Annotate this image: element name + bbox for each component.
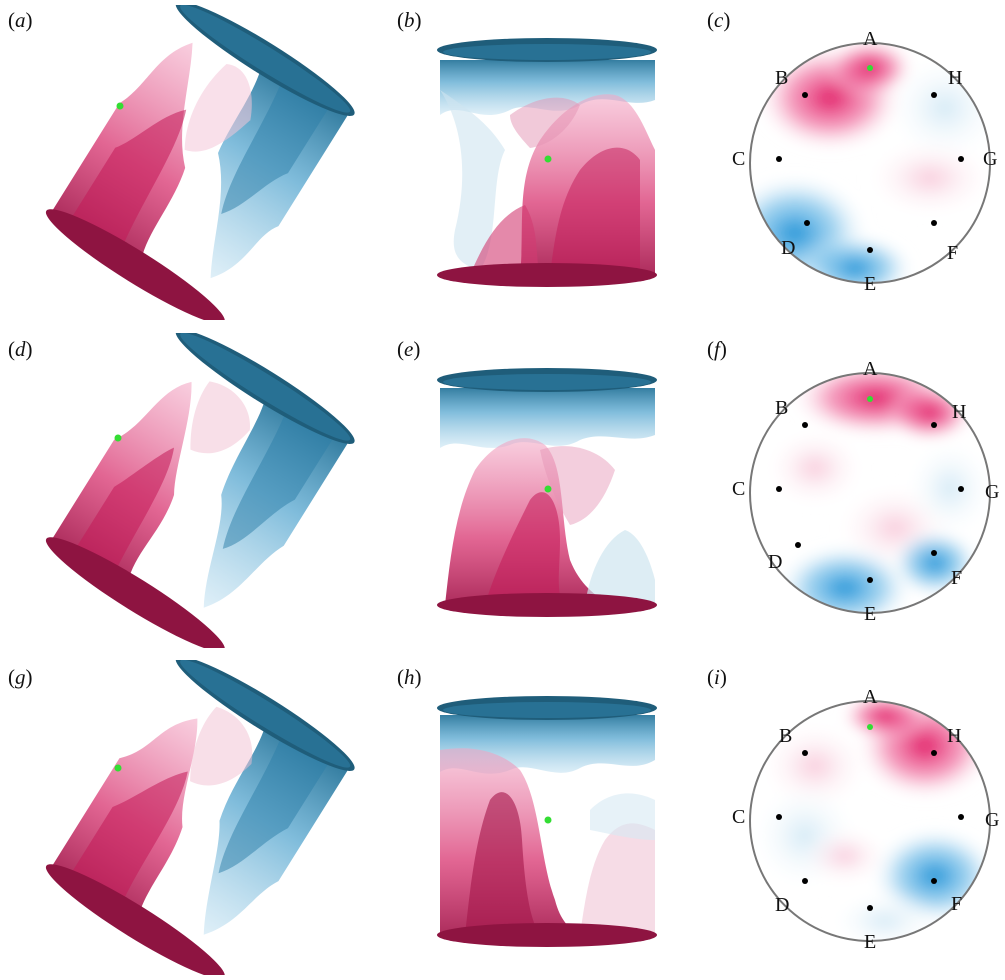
tilted-plume-render-d xyxy=(40,329,360,652)
probe-dot-c xyxy=(776,486,782,492)
panel-label-c: (c) xyxy=(707,8,731,32)
probe-dot-e xyxy=(867,247,873,253)
probe-dot-b xyxy=(802,92,808,98)
tilted-plume-render-g xyxy=(40,656,360,979)
upright-plume-render-e xyxy=(430,360,665,625)
probe-label-b: B xyxy=(779,725,792,747)
probe-label-e: E xyxy=(864,603,876,625)
probe-dot-a xyxy=(867,396,873,402)
probe-dot-d xyxy=(804,220,810,226)
probe-label-d: D xyxy=(775,894,789,916)
probe-dot-g xyxy=(958,156,964,162)
probe-dot-b xyxy=(802,750,808,756)
probe-dot-a xyxy=(867,724,873,730)
probe-dots xyxy=(776,396,964,583)
probe-dot-a xyxy=(867,65,873,71)
green-marker xyxy=(116,102,124,110)
tilted-plume-render-a xyxy=(40,1,360,324)
upright-plume-render-b xyxy=(430,30,665,295)
probe-dot-d xyxy=(802,878,808,884)
green-marker xyxy=(114,764,122,772)
probe-dot-f xyxy=(931,878,937,884)
panel-label-i: (i) xyxy=(707,665,727,689)
probe-label-c: C xyxy=(732,806,745,828)
panel-label-e: (e) xyxy=(397,337,421,361)
panel-label-g: (g) xyxy=(8,665,33,689)
probe-label-a: A xyxy=(863,28,878,50)
probe-dot-e xyxy=(867,905,873,911)
panel-label-a: (a) xyxy=(8,8,33,32)
probe-label-g: G xyxy=(985,481,999,503)
probe-label-f: F xyxy=(951,893,962,915)
probe-dot-e xyxy=(867,577,873,583)
probe-dots xyxy=(776,65,964,253)
probe-map-c: A B C D E F G H xyxy=(732,28,1005,298)
probe-label-f: F xyxy=(947,242,958,264)
probe-label-d: D xyxy=(781,237,795,259)
upright-plume-render-h xyxy=(430,690,665,955)
green-marker xyxy=(114,434,122,442)
probe-dot-h xyxy=(931,422,937,428)
probe-label-h: H xyxy=(947,725,961,747)
panel-label-f: (f) xyxy=(707,337,727,361)
panel-label-b: (b) xyxy=(397,8,422,32)
probe-map-i: A B C D E F G H xyxy=(732,686,1005,956)
probe-map-f: A B C D E F G H xyxy=(732,358,1005,628)
probe-dot-c xyxy=(776,814,782,820)
probe-label-a: A xyxy=(863,686,878,708)
probe-dots xyxy=(776,724,964,911)
probe-label-g: G xyxy=(983,148,997,170)
probe-dot-d xyxy=(795,542,801,548)
probe-label-g: G xyxy=(985,809,999,831)
probe-dot-c xyxy=(776,156,782,162)
probe-label-a: A xyxy=(863,358,878,380)
probe-dot-h xyxy=(931,92,937,98)
panel-label-d: (d) xyxy=(8,337,33,361)
probe-label-c: C xyxy=(732,478,745,500)
green-marker xyxy=(544,485,552,493)
probe-dot-h xyxy=(931,750,937,756)
green-marker xyxy=(544,816,552,824)
probe-label-h: H xyxy=(952,401,966,423)
probe-dot-g xyxy=(958,486,964,492)
probe-dot-g xyxy=(958,814,964,820)
probe-dot-f xyxy=(931,550,937,556)
probe-dot-b xyxy=(802,422,808,428)
probe-label-h: H xyxy=(948,67,962,89)
probe-label-c: C xyxy=(732,148,745,170)
green-marker xyxy=(544,155,552,163)
probe-label-d: D xyxy=(768,551,782,573)
probe-label-b: B xyxy=(775,67,788,89)
probe-label-e: E xyxy=(864,931,876,953)
probe-label-b: B xyxy=(775,397,788,419)
probe-label-e: E xyxy=(864,273,876,295)
probe-dot-f xyxy=(931,220,937,226)
probe-label-f: F xyxy=(951,567,962,589)
panel-label-h: (h) xyxy=(397,665,422,689)
